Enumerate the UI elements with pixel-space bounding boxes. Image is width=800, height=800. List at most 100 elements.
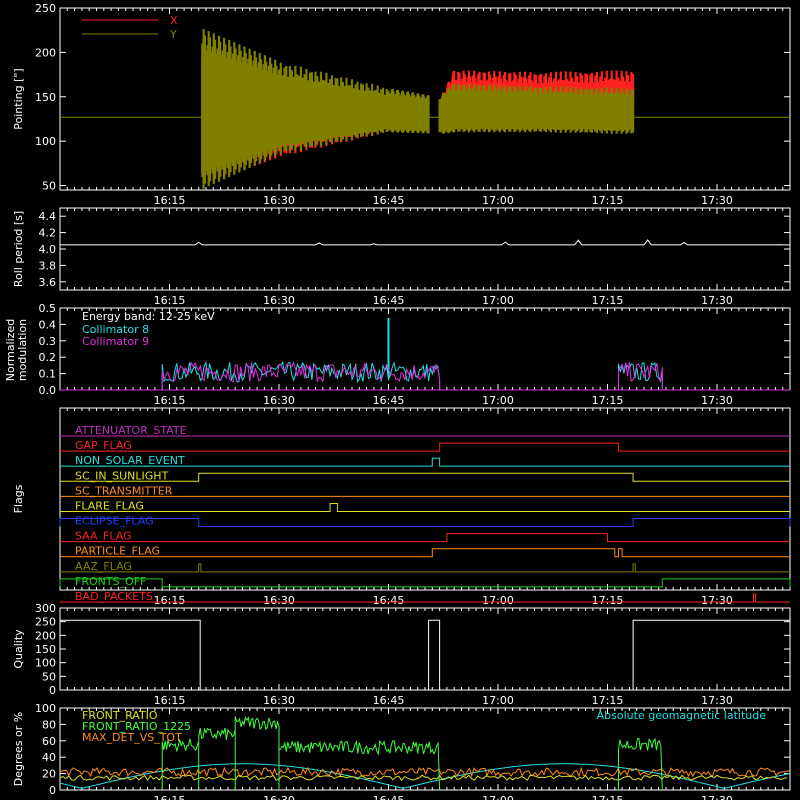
pointing-ytick-label: 100 <box>35 135 56 148</box>
roll-frame <box>59 207 791 291</box>
flag-line-SC_IN_SUNLIGHT <box>60 472 790 482</box>
flag-line-GAP_FLAG <box>60 442 790 452</box>
roll-ytick-label: 4.4 <box>39 210 57 223</box>
latitude-legend-2: MAX_DET_VS_TOT <box>82 731 182 744</box>
modulation-ylabel: Normalized <box>4 319 17 381</box>
quality-xtick-label: 16:30 <box>263 694 295 707</box>
roll-xtick-label: 17:00 <box>482 294 514 307</box>
roll-xtick-label: 17:15 <box>592 294 624 307</box>
pointing-ylabel: Pointing ["] <box>12 68 25 129</box>
flag-label-AAZ_FLAG: AAZ_FLAG <box>75 560 132 573</box>
flag-label-FRONTS_OFF: FRONTS_OFF <box>75 575 146 588</box>
flags-xtick-label: 17:15 <box>592 594 624 607</box>
quality-ytick-label: 250 <box>35 616 56 629</box>
flag-label-BAD_PACKETS: BAD_PACKETS <box>75 590 153 603</box>
modulation-xtick-label: 16:30 <box>263 394 295 407</box>
latitude-ytick-label: 80 <box>42 718 56 731</box>
pointing-xtick-label: 17:00 <box>482 194 514 207</box>
quality-ytick-label: 100 <box>35 657 56 670</box>
roll-ytick-label: 3.6 <box>39 276 57 289</box>
quality-xtick-label: 17:30 <box>701 694 733 707</box>
legend-label-X: X <box>170 14 178 27</box>
flags-xtick-label: 16:15 <box>154 594 186 607</box>
flag-line-ECLIPSE_FLAG <box>59 518 791 528</box>
front-ratio-1225-series <box>161 716 663 791</box>
modulation-legend-title: Energy band: 12-25 keV <box>82 310 215 323</box>
latitude-legend-1: FRONT_RATIO_1225 <box>82 720 191 733</box>
modulation-xtick-label: 16:45 <box>373 394 405 407</box>
latitude-xtick-label: 17:00 <box>482 794 514 800</box>
flag-line-PARTICLE_FLAG <box>60 548 790 558</box>
latitude-ytick-label: 40 <box>42 751 56 764</box>
modulation-ytick-label: 0.3 <box>39 335 57 348</box>
quality-xtick-label: 16:15 <box>154 694 186 707</box>
modulation-ytick-label: 0.4 <box>39 318 57 331</box>
latitude-ytick-label: 0 <box>49 784 56 797</box>
pointing-ytick-label: 150 <box>35 91 56 104</box>
flags-xtick-label: 17:00 <box>482 594 514 607</box>
pointing-ytick-label: 250 <box>35 2 56 15</box>
pointing-xtick-label: 16:30 <box>263 194 295 207</box>
pointing-series-Y <box>201 29 635 189</box>
modulation-xtick-label: 17:00 <box>482 394 514 407</box>
quality-ytick-label: 150 <box>35 643 56 656</box>
quality-xtick-label: 17:00 <box>482 694 514 707</box>
quality-ytick-label: 200 <box>35 629 56 642</box>
flag-label-SC_TRANSMITTER: SC_TRANSMITTER <box>75 484 173 497</box>
latitude-legend-0: FRONT_RATIO <box>82 709 158 722</box>
latitude-ytick-label: 20 <box>42 768 56 781</box>
modulation-xtick-label: 16:15 <box>154 394 186 407</box>
flag-line-SAA_FLAG <box>60 533 790 543</box>
quality-ytick-label: 0 <box>49 684 56 697</box>
quality-xtick-label: 17:15 <box>592 694 624 707</box>
latitude-xtick-label: 16:15 <box>154 794 186 800</box>
flag-label-ECLIPSE_FLAG: ECLIPSE_FLAG <box>75 515 154 528</box>
pointing-xtick-label: 17:15 <box>592 194 624 207</box>
flags-xtick-label: 16:45 <box>373 594 405 607</box>
latitude-xtick-label: 16:30 <box>263 794 295 800</box>
pointing-ytick-label: 200 <box>35 46 56 59</box>
legend-label-Y: Y <box>169 28 177 41</box>
quality-ytick-label: 300 <box>35 602 56 615</box>
modulation-legend-0: Collimator 8 <box>82 323 149 336</box>
flags-xtick-label: 16:30 <box>263 594 295 607</box>
flag-label-SAA_FLAG: SAA_FLAG <box>75 530 132 543</box>
pointing-xtick-label: 17:30 <box>701 194 733 207</box>
roll-xtick-label: 16:30 <box>263 294 295 307</box>
modulation-series-1 <box>161 361 663 390</box>
quality-xtick-label: 16:45 <box>373 694 405 707</box>
pointing-xtick-label: 16:15 <box>154 194 186 207</box>
latitude-ytick-label: 60 <box>42 735 56 748</box>
flag-label-GAP_FLAG: GAP_FLAG <box>75 439 132 452</box>
latitude-ytick-label: 100 <box>35 702 56 715</box>
flag-line-FRONTS_OFF <box>59 578 791 588</box>
modulation-ylabel: modulation <box>16 319 29 381</box>
latitude-curve <box>59 763 791 789</box>
modulation-legend-1: Collimator 9 <box>82 335 149 348</box>
pointing-ytick-label: 50 <box>42 180 56 193</box>
flag-line-BAD_PACKETS <box>60 593 790 603</box>
flag-label-ATTENUATOR_STATE: ATTENUATOR_STATE <box>75 424 187 437</box>
modulation-xtick-label: 17:15 <box>592 394 624 407</box>
roll-ytick-label: 3.8 <box>39 259 57 272</box>
latitude-xtick-label: 17:15 <box>592 794 624 800</box>
flag-label-PARTICLE_FLAG: PARTICLE_FLAG <box>75 545 160 558</box>
latitude-annotation: Absolute geomagnetic latitude <box>597 709 767 722</box>
max-det-series <box>59 766 790 778</box>
roll-ytick-label: 4.2 <box>39 227 57 240</box>
flag-label-NON_SOLAR_EVENT: NON_SOLAR_EVENT <box>75 454 185 467</box>
modulation-ytick-label: 0.0 <box>39 384 57 397</box>
modulation-xtick-label: 17:30 <box>701 394 733 407</box>
roll-xtick-label: 16:15 <box>154 294 186 307</box>
quality-ytick-label: 50 <box>42 670 56 683</box>
quality-ylabel: Quality <box>12 629 25 669</box>
flag-label-SC_IN_SUNLIGHT: SC_IN_SUNLIGHT <box>75 469 169 482</box>
modulation-series-0 <box>161 360 663 390</box>
modulation-ytick-label: 0.1 <box>39 368 57 381</box>
roll-series <box>60 239 790 246</box>
roll-ylabel: Roll period [s] <box>12 211 25 287</box>
flag-line-AAZ_FLAG <box>60 563 790 573</box>
flags-ylabel: Flags <box>12 484 25 513</box>
latitude-xtick-label: 17:30 <box>701 794 733 800</box>
quality-series <box>60 619 790 691</box>
